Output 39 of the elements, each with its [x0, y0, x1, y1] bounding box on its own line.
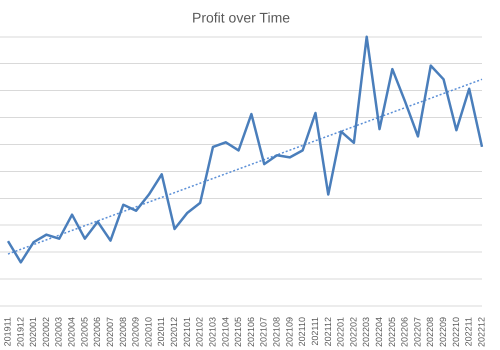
x-tick-label: 202107	[258, 316, 269, 348]
x-tick-label: 202204	[374, 316, 384, 348]
x-tick-label: 202207	[412, 316, 422, 348]
x-tick-label: 202202	[348, 316, 358, 348]
x-tick-label: 202105	[233, 316, 244, 348]
x-tick-label: 202104	[220, 316, 230, 348]
x-tick-label: 202205	[386, 316, 397, 348]
x-tick-label: 202108	[272, 316, 282, 348]
x-tick-label: 202005	[79, 316, 90, 348]
x-tick-label: 202010	[143, 316, 154, 348]
x-tick-label: 202011	[156, 316, 166, 346]
x-tick-label: 201912	[15, 316, 26, 348]
x-tick-label: 202012	[169, 316, 180, 348]
x-tick-label: 202101	[182, 316, 192, 348]
x-tick-label: 202106	[246, 316, 256, 348]
x-tick-label: 202212	[476, 316, 486, 348]
x-tick-label: 202210	[450, 316, 461, 348]
x-tick-label: 202008	[118, 316, 128, 348]
x-tick-label: 202203	[361, 316, 372, 348]
x-tick-label: 202201	[336, 316, 346, 348]
x-tick-label: 202208	[425, 316, 436, 348]
x-tick-label: 202206	[400, 316, 410, 348]
x-tick-label: 202006	[92, 316, 102, 348]
x-tick-label: 202109	[284, 316, 294, 348]
x-tick-label: 202211	[464, 316, 474, 346]
x-tick-label: 202103	[207, 316, 218, 348]
x-tick-label: 201911	[2, 316, 12, 346]
x-tick-label: 202110	[297, 316, 308, 346]
x-tick-label: 202001	[28, 316, 38, 348]
x-tick-label: 202002	[40, 316, 51, 348]
x-tick-label: 202209	[438, 316, 448, 348]
chart-title: Profit over Time	[192, 9, 290, 26]
x-tick-label: 202009	[130, 316, 141, 348]
x-tick-label: 202007	[104, 316, 115, 348]
x-tick-label: 202111	[310, 316, 320, 346]
x-tick-label: 202112	[322, 316, 333, 346]
x-tick-label: 202102	[194, 316, 205, 348]
x-tick-label: 202003	[54, 316, 64, 348]
x-tick-label: 202004	[66, 316, 77, 348]
